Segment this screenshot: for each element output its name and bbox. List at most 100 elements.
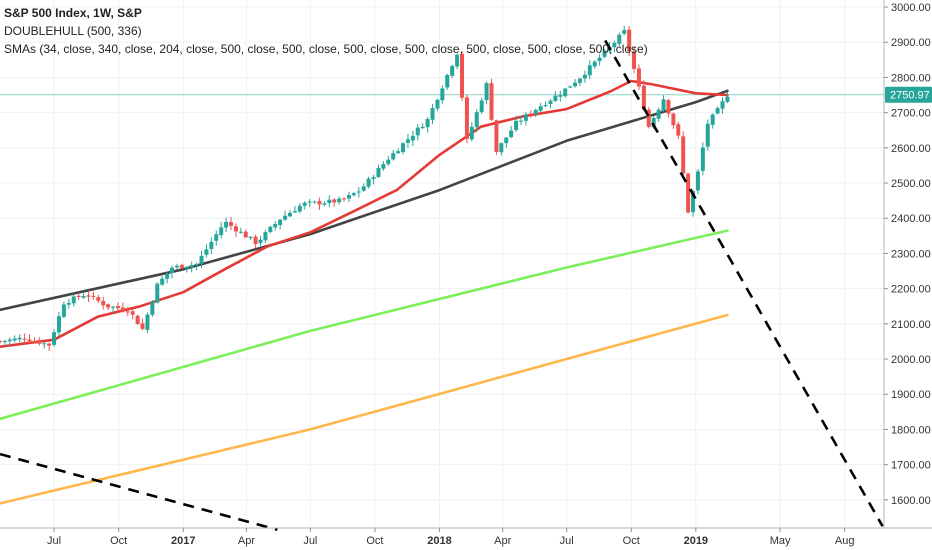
candle-body bbox=[504, 137, 509, 144]
x-tick-label-3: Apr bbox=[238, 535, 255, 547]
candle-body bbox=[2, 341, 7, 343]
candle-body bbox=[302, 202, 307, 206]
x-tick-label-8: Jul bbox=[560, 535, 574, 547]
candle-101 bbox=[494, 119, 499, 155]
candle-140 bbox=[686, 172, 691, 214]
candle-body bbox=[632, 51, 637, 69]
x-tick-label-1: Oct bbox=[110, 535, 127, 547]
candle-body bbox=[455, 54, 460, 67]
candle-27 bbox=[130, 309, 135, 320]
candle-body bbox=[238, 231, 243, 233]
candle-body bbox=[297, 205, 302, 212]
candle-23 bbox=[111, 305, 116, 314]
candle-body bbox=[111, 306, 116, 308]
candle-body bbox=[568, 86, 573, 88]
indicator-smas[interactable]: SMAs (34, close, 340, close, 204, close,… bbox=[4, 42, 648, 56]
candle-91 bbox=[445, 73, 450, 90]
candle-119 bbox=[582, 70, 587, 83]
candle-body bbox=[155, 283, 160, 303]
candle-body bbox=[612, 42, 617, 48]
candle-65 bbox=[317, 197, 322, 210]
candle-147 bbox=[720, 97, 725, 114]
y-axis[interactable]: 3000.00 2900.00 2800.00 2700.00 2600.00 2500.… bbox=[884, 2, 931, 507]
indicator-doublehull[interactable]: DOUBLEHULL (500, 336) bbox=[4, 24, 142, 38]
candle-74 bbox=[361, 183, 366, 192]
candle-3 bbox=[12, 335, 17, 343]
candle-7 bbox=[32, 337, 37, 344]
chart-title[interactable]: S&P 500 Index, 1W, S&P bbox=[4, 6, 142, 20]
x-tick-label-6: 2018 bbox=[427, 535, 451, 547]
y-tick-label-8: 2200.00 bbox=[891, 284, 931, 296]
candle-body bbox=[224, 221, 229, 228]
candle-body bbox=[543, 104, 548, 106]
candle-89 bbox=[435, 98, 440, 111]
candle-body bbox=[686, 173, 691, 213]
candle-146 bbox=[715, 106, 720, 115]
candle-body bbox=[22, 338, 27, 340]
candle-body bbox=[312, 201, 317, 203]
candle-body bbox=[371, 177, 376, 179]
candle-body bbox=[263, 232, 268, 241]
sma-orange-line bbox=[0, 313, 729, 505]
candle-body bbox=[401, 143, 406, 153]
candle-4 bbox=[17, 334, 22, 343]
candle-82 bbox=[401, 142, 406, 155]
candle-49 bbox=[238, 227, 243, 234]
y-tick-label-4: 2600.00 bbox=[891, 143, 931, 155]
candle-78 bbox=[381, 161, 386, 171]
candle-122 bbox=[597, 54, 602, 66]
y-tick-label-1: 2900.00 bbox=[891, 37, 931, 49]
candle-body bbox=[636, 68, 641, 87]
x-tick-label-11: May bbox=[770, 535, 791, 547]
candle-body bbox=[705, 123, 710, 147]
candle-body bbox=[646, 109, 651, 127]
candle-70 bbox=[342, 197, 347, 202]
candle-body bbox=[204, 249, 209, 255]
x-axis[interactable]: Jul Oct 2017 Apr Jul Oct 2018 Apr Jul Oct 2019 May A… bbox=[47, 528, 854, 547]
candle-body bbox=[52, 332, 57, 345]
candle-75 bbox=[366, 176, 371, 189]
candle-body bbox=[361, 186, 366, 191]
candle-92 bbox=[450, 64, 455, 79]
y-tick-label-3: 2700.00 bbox=[891, 108, 931, 120]
candle-72 bbox=[351, 192, 356, 197]
candle-body bbox=[76, 295, 81, 298]
candle-body bbox=[174, 265, 179, 268]
candle-body bbox=[460, 54, 465, 98]
candle-19 bbox=[91, 291, 96, 301]
candle-body bbox=[0, 341, 2, 343]
trend-layer bbox=[0, 39, 884, 532]
candle-body bbox=[189, 265, 194, 268]
candle-125 bbox=[612, 40, 617, 53]
candle-body bbox=[558, 95, 563, 97]
candle-50 bbox=[243, 229, 248, 239]
y-tick-label-11: 1900.00 bbox=[891, 389, 931, 401]
candle-36 bbox=[174, 263, 179, 270]
candle-body bbox=[641, 85, 646, 110]
y-tick-label-6: 2400.00 bbox=[891, 213, 931, 225]
candle-97 bbox=[474, 109, 479, 133]
y-tick-label-2: 2800.00 bbox=[891, 72, 931, 84]
candle-body bbox=[37, 340, 42, 344]
candle-43 bbox=[209, 237, 214, 255]
candle-148 bbox=[725, 92, 730, 104]
candle-8 bbox=[37, 337, 42, 346]
candle-body bbox=[209, 241, 214, 249]
candle-145 bbox=[710, 113, 715, 129]
candle-body bbox=[396, 151, 401, 154]
candle-body bbox=[229, 222, 234, 226]
candle-body bbox=[573, 82, 578, 87]
candle-body bbox=[307, 201, 312, 203]
last-price-badge bbox=[885, 86, 932, 103]
candle-115 bbox=[563, 87, 568, 98]
candle-body bbox=[96, 297, 101, 301]
candle-body bbox=[425, 119, 430, 128]
candle-128 bbox=[627, 26, 632, 56]
candle-body bbox=[145, 314, 150, 330]
candle-body bbox=[351, 193, 356, 196]
x-tick-label-0: Jul bbox=[47, 535, 61, 547]
candle-1 bbox=[2, 339, 7, 347]
candle-85 bbox=[415, 124, 420, 141]
